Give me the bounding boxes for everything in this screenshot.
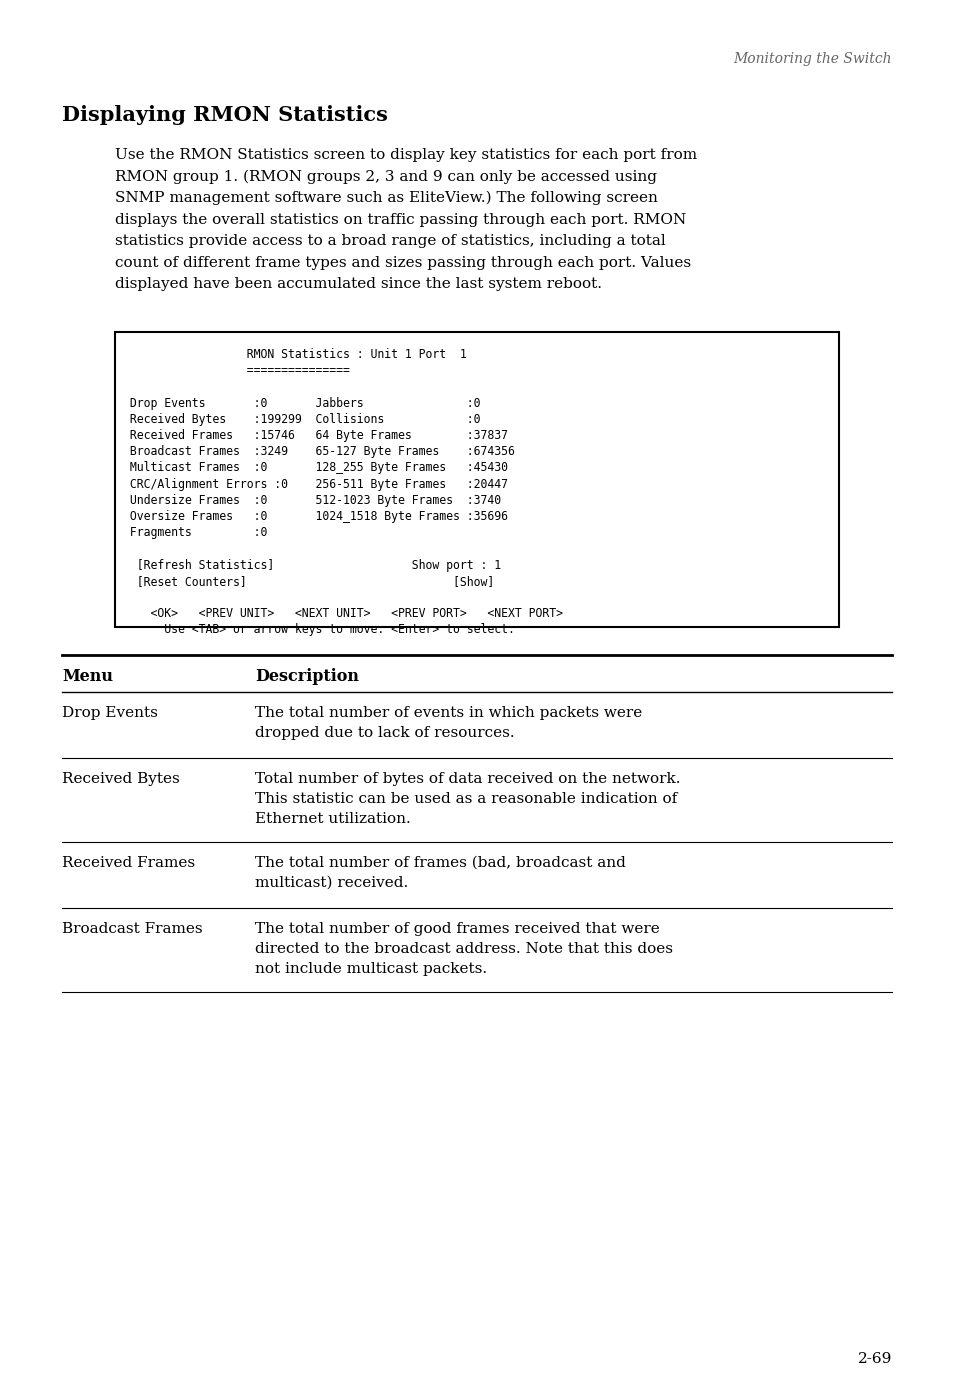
Text: statistics provide access to a broad range of statistics, including a total: statistics provide access to a broad ran… bbox=[115, 235, 665, 248]
Text: SNMP management software such as EliteView.) The following screen: SNMP management software such as EliteVi… bbox=[115, 192, 658, 205]
Text: [Refresh Statistics]                    Show port : 1: [Refresh Statistics] Show port : 1 bbox=[123, 558, 500, 572]
Text: RMON Statistics : Unit 1 Port  1: RMON Statistics : Unit 1 Port 1 bbox=[123, 348, 466, 361]
Text: displayed have been accumulated since the last system reboot.: displayed have been accumulated since th… bbox=[115, 278, 601, 291]
Text: Received Bytes: Received Bytes bbox=[62, 772, 179, 786]
Text: This statistic can be used as a reasonable indication of: This statistic can be used as a reasonab… bbox=[254, 793, 677, 806]
Text: Menu: Menu bbox=[62, 668, 112, 686]
Text: Displaying RMON Statistics: Displaying RMON Statistics bbox=[62, 105, 388, 125]
Text: dropped due to lack of resources.: dropped due to lack of resources. bbox=[254, 726, 514, 740]
Text: multicast) received.: multicast) received. bbox=[254, 876, 408, 890]
Text: Fragments         :0: Fragments :0 bbox=[123, 526, 267, 539]
Text: Oversize Frames   :0       1024_1518 Byte Frames :35696: Oversize Frames :0 1024_1518 Byte Frames… bbox=[123, 509, 507, 523]
Text: Description: Description bbox=[254, 668, 358, 686]
Text: The total number of events in which packets were: The total number of events in which pack… bbox=[254, 706, 641, 720]
Text: The total number of frames (bad, broadcast and: The total number of frames (bad, broadca… bbox=[254, 856, 625, 870]
Text: Ethernet utilization.: Ethernet utilization. bbox=[254, 812, 411, 826]
Text: Received Bytes    :199299  Collisions            :0: Received Bytes :199299 Collisions :0 bbox=[123, 412, 480, 426]
Text: displays the overall statistics on traffic passing through each port. RMON: displays the overall statistics on traff… bbox=[115, 212, 685, 226]
Text: <OK>   <PREV UNIT>   <NEXT UNIT>   <PREV PORT>   <NEXT PORT>: <OK> <PREV UNIT> <NEXT UNIT> <PREV PORT>… bbox=[123, 607, 562, 620]
Text: RMON group 1. (RMON groups 2, 3 and 9 can only be accessed using: RMON group 1. (RMON groups 2, 3 and 9 ca… bbox=[115, 169, 657, 183]
Text: Total number of bytes of data received on the network.: Total number of bytes of data received o… bbox=[254, 772, 679, 786]
Text: The total number of good frames received that were: The total number of good frames received… bbox=[254, 922, 659, 936]
Text: count of different frame types and sizes passing through each port. Values: count of different frame types and sizes… bbox=[115, 255, 690, 269]
Text: Undersize Frames  :0       512-1023 Byte Frames  :3740: Undersize Frames :0 512-1023 Byte Frames… bbox=[123, 494, 500, 507]
Text: Drop Events: Drop Events bbox=[62, 706, 157, 720]
Text: Use <TAB> or arrow keys to move. <Enter> to select.: Use <TAB> or arrow keys to move. <Enter>… bbox=[123, 623, 515, 637]
Text: Received Frames   :15746   64 Byte Frames        :37837: Received Frames :15746 64 Byte Frames :3… bbox=[123, 429, 507, 441]
Text: directed to the broadcast address. Note that this does: directed to the broadcast address. Note … bbox=[254, 942, 672, 956]
Text: Broadcast Frames  :3249    65-127 Byte Frames    :674356: Broadcast Frames :3249 65-127 Byte Frame… bbox=[123, 446, 515, 458]
Text: Monitoring the Switch: Monitoring the Switch bbox=[733, 51, 891, 67]
Text: Broadcast Frames: Broadcast Frames bbox=[62, 922, 202, 936]
Text: Use the RMON Statistics screen to display key statistics for each port from: Use the RMON Statistics screen to displa… bbox=[115, 149, 697, 162]
Text: Drop Events       :0       Jabbers               :0: Drop Events :0 Jabbers :0 bbox=[123, 397, 480, 409]
Text: Multicast Frames  :0       128_255 Byte Frames   :45430: Multicast Frames :0 128_255 Byte Frames … bbox=[123, 461, 507, 475]
FancyBboxPatch shape bbox=[115, 332, 838, 627]
Text: Received Frames: Received Frames bbox=[62, 856, 195, 870]
Text: 2-69: 2-69 bbox=[857, 1352, 891, 1366]
Text: ===============: =============== bbox=[123, 364, 350, 378]
Text: not include multicast packets.: not include multicast packets. bbox=[254, 962, 487, 976]
Text: CRC/Alignment Errors :0    256-511 Byte Frames   :20447: CRC/Alignment Errors :0 256-511 Byte Fra… bbox=[123, 477, 507, 490]
Text: [Reset Counters]                              [Show]: [Reset Counters] [Show] bbox=[123, 575, 494, 587]
